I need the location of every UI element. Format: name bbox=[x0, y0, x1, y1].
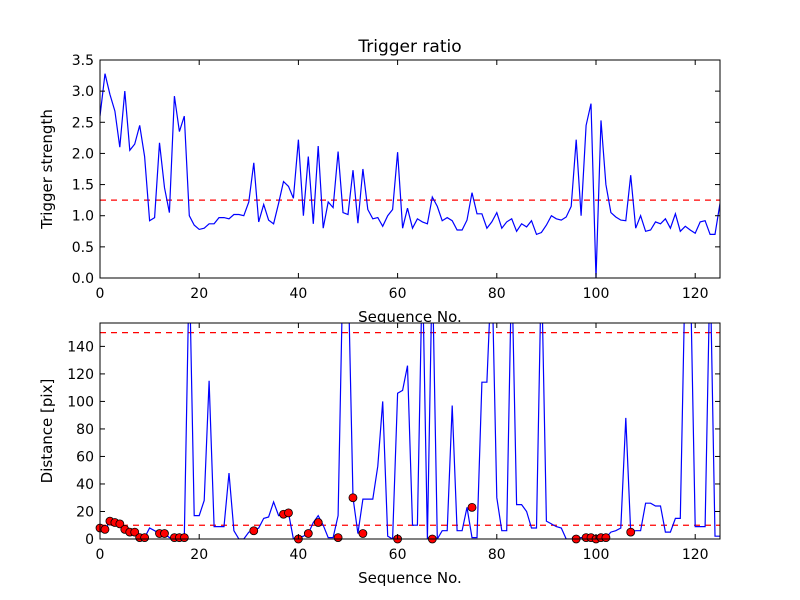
bottom-axes: 0 20 40 60 80 100 120 0 20 40 60 80 100 120 140 Sequen… bbox=[38, 322, 721, 587]
bottom-y-tick-label: 100 bbox=[67, 394, 94, 410]
bottom-data-marker bbox=[601, 533, 611, 543]
top-x-tick-label: 20 bbox=[190, 286, 208, 302]
top-x-tick-label: 40 bbox=[289, 286, 307, 302]
bottom-x-tick-label: 20 bbox=[190, 547, 208, 563]
top-x-axis-label: Sequence No. bbox=[358, 308, 462, 326]
bottom-series-line-0 bbox=[100, 323, 720, 539]
top-x-tick-label: 100 bbox=[583, 286, 610, 302]
bottom-data-marker bbox=[130, 527, 140, 537]
bottom-x-tick-label: 40 bbox=[289, 547, 307, 563]
top-x-tick-label: 80 bbox=[488, 286, 506, 302]
top-y-tick-label: 3.5 bbox=[72, 53, 94, 69]
top-y-tick-label: 1.5 bbox=[72, 178, 94, 194]
bottom-data-marker bbox=[249, 526, 259, 536]
top-y-axis-label: Trigger strength bbox=[38, 109, 56, 230]
top-x-tick-label: 120 bbox=[682, 286, 709, 302]
top-ticks: 0 20 40 60 80 100 120 0.0 0.5 1.0 1.5 2.0 2.5 3.0 3.5 bbox=[72, 53, 721, 302]
bottom-data-marker bbox=[626, 527, 636, 537]
bottom-data-marker bbox=[358, 529, 368, 538]
bottom-y-tick-label: 120 bbox=[67, 367, 94, 383]
bottom-data-marker bbox=[160, 529, 169, 538]
top-x-tick-label: 0 bbox=[96, 286, 105, 302]
top-x-tick-label: 60 bbox=[389, 286, 407, 302]
top-axes-border bbox=[99, 59, 721, 279]
bottom-x-tick-label: 80 bbox=[488, 547, 506, 563]
bottom-data-marker bbox=[467, 502, 477, 512]
bottom-data-marker bbox=[140, 533, 150, 543]
bottom-data-marker bbox=[115, 519, 125, 529]
bottom-y-tick-label: 60 bbox=[76, 449, 94, 465]
bottom-axes-border bbox=[99, 322, 721, 540]
bottom-data-marker bbox=[348, 493, 358, 503]
top-y-tick-label: 2.5 bbox=[72, 115, 94, 131]
bottom-x-tick-label: 120 bbox=[682, 547, 709, 563]
bottom-y-tick-label: 140 bbox=[67, 339, 94, 355]
top-y-tick-label: 0.5 bbox=[72, 240, 94, 256]
bottom-x-tick-label: 100 bbox=[583, 547, 610, 563]
bottom-data-marker bbox=[303, 529, 313, 538]
bottom-data-marker bbox=[100, 524, 110, 534]
chart-title: Trigger ratio bbox=[357, 37, 461, 57]
bottom-y-tick-label: 80 bbox=[76, 422, 94, 438]
top-y-tick-label: 2.0 bbox=[72, 146, 94, 162]
bottom-data-marker bbox=[284, 508, 293, 518]
bottom-x-tick-label: 0 bbox=[96, 547, 105, 563]
top-axes: 0 20 40 60 80 100 1200.00.51.01.52.02.53.03.5 … bbox=[38, 37, 721, 326]
top-axes-frame bbox=[99, 59, 721, 279]
bottom-ticks: 0 20 40 60 80 100 120 0 20 40 60 80 100 120 140 bbox=[67, 322, 721, 563]
bottom-y-tick-label: 0 bbox=[85, 532, 94, 548]
bottom-y-tick-label: 40 bbox=[76, 477, 94, 493]
top-plot-area bbox=[100, 73, 720, 278]
bottom-data-marker bbox=[333, 533, 343, 543]
bottom-data-marker bbox=[179, 533, 189, 543]
top-y-tick-label: 3.0 bbox=[72, 84, 94, 100]
top-y-tick-label: 1.0 bbox=[72, 209, 94, 225]
bottom-x-axis-label: Sequence No. bbox=[358, 569, 462, 587]
bottom-x-tick-label: 60 bbox=[389, 547, 407, 563]
bottom-data-marker bbox=[313, 518, 323, 527]
top-series-line-0 bbox=[100, 73, 720, 278]
top-y-tick-label: 0.0 bbox=[72, 271, 94, 287]
bottom-y-tick-label: 20 bbox=[76, 504, 94, 520]
bottom-y-axis-label: Distance [pix] bbox=[38, 379, 56, 484]
